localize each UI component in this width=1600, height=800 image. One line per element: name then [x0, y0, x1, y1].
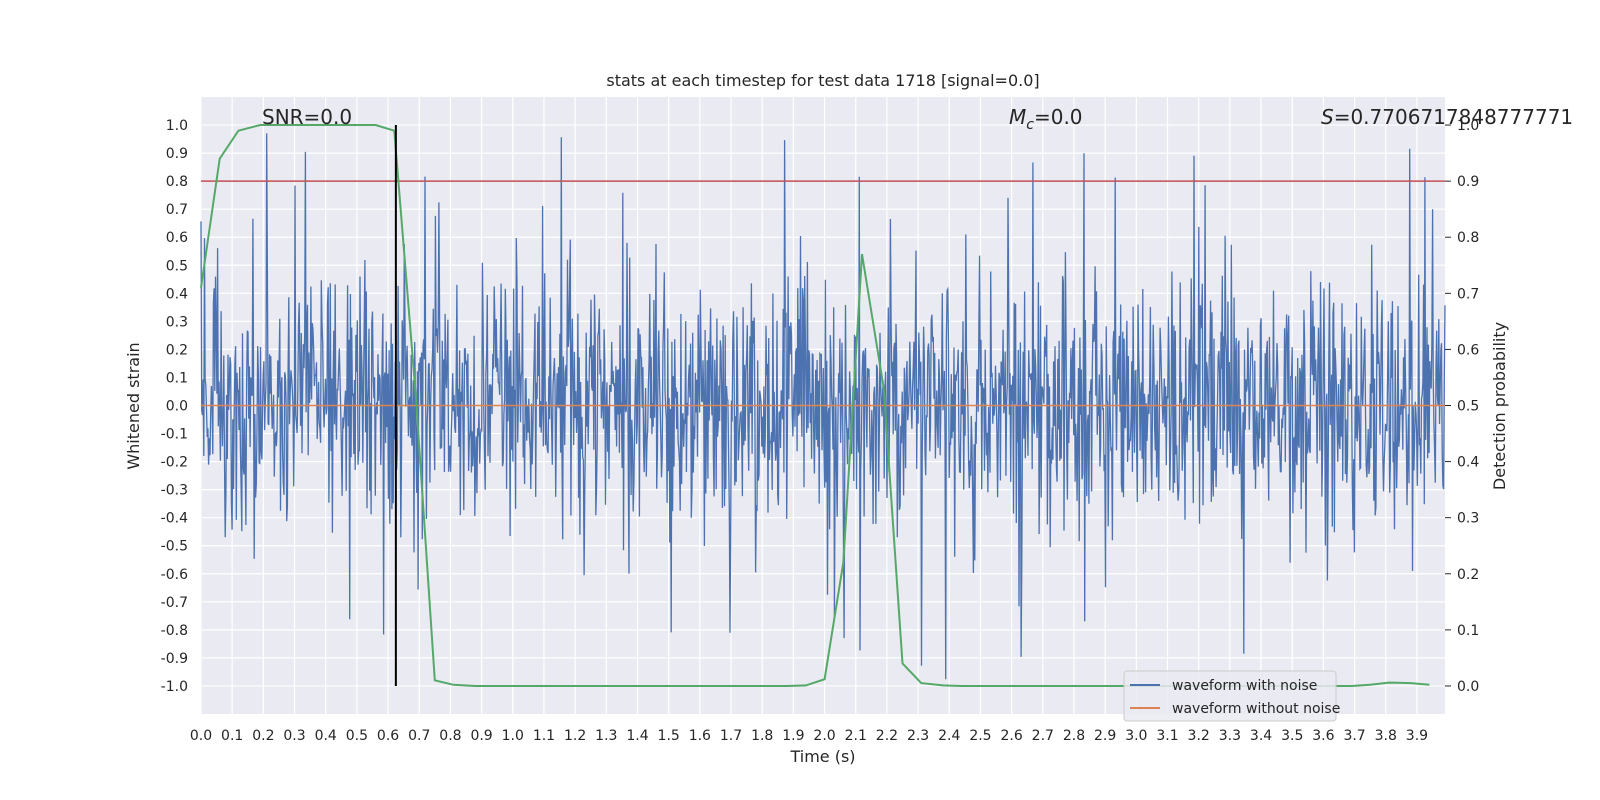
x-tick-label: 2.5	[969, 728, 991, 744]
y-right-tick-label: 0.3	[1457, 511, 1479, 527]
series-waveform-with-noise	[200, 133, 1446, 680]
x-tick-label: 3.9	[1406, 728, 1428, 744]
y-left-tick-label: 0.1	[166, 370, 188, 386]
y-axis-left-label: Whitened strain	[124, 342, 143, 469]
y-right-tick-label: 0.0	[1457, 679, 1479, 695]
x-tick-label: 3.6	[1312, 728, 1334, 744]
y-left-tick-label: -0.6	[161, 567, 188, 583]
legend-label-noise: waveform with noise	[1172, 678, 1317, 694]
y-right-tick-label: 0.4	[1457, 455, 1479, 471]
x-tick-label: 1.7	[720, 728, 742, 744]
x-tick-label: 2.8	[1063, 728, 1085, 744]
y-axis-right-ticks: 1.0 0.9 0.8 0.7 0.6 0.5 0.4 0.3 0.2 0.1 0.0	[1445, 118, 1479, 695]
x-tick-label: 0.5	[346, 728, 368, 744]
legend-box	[1123, 670, 1337, 722]
x-tick-label: 3.4	[1250, 728, 1272, 744]
y-left-tick-label: 0.0	[166, 399, 188, 415]
y-right-tick-label: 0.1	[1457, 623, 1479, 639]
y-right-tick-label: 0.8	[1457, 230, 1479, 246]
x-tick-label: 2.3	[907, 728, 929, 744]
x-tick-label: 1.0	[502, 728, 524, 744]
x-tick-label: 1.3	[595, 728, 617, 744]
x-tick-label: 3.8	[1375, 728, 1397, 744]
y-left-tick-label: -0.1	[161, 427, 188, 443]
y-left-tick-label: 0.7	[166, 202, 188, 218]
annotation-snr: SNR=0.0	[262, 105, 352, 129]
y-axis-right-label: Detection probability	[1490, 322, 1509, 490]
legend: waveform with noise waveform without noi…	[1123, 670, 1340, 722]
y-left-tick-label: 1.0	[166, 118, 188, 134]
x-tick-label: 2.9	[1094, 728, 1116, 744]
annotation-s: S=0.7706717848777771	[1321, 105, 1573, 129]
chart-title: stats at each timestep for test data 171…	[606, 71, 1039, 90]
y-right-tick-label: 1.0	[1457, 118, 1479, 134]
y-right-tick-label: 0.6	[1457, 342, 1479, 358]
annotation-s-value: =0.7706717848777771	[1334, 105, 1573, 129]
x-tick-label: 3.3	[1219, 728, 1241, 744]
x-tick-label: 2.0	[813, 728, 835, 744]
y-left-tick-label: -0.5	[161, 539, 188, 555]
y-right-tick-label: 0.5	[1457, 399, 1479, 415]
y-left-tick-label: -0.3	[161, 483, 188, 499]
x-tick-label: 1.6	[689, 728, 711, 744]
y-left-tick-label: -0.4	[161, 511, 188, 527]
x-tick-label: 0.7	[408, 728, 430, 744]
x-tick-label: 3.5	[1281, 728, 1303, 744]
x-tick-label: 1.4	[626, 728, 648, 744]
y-left-tick-label: 0.3	[166, 314, 188, 330]
y-left-tick-label: 0.8	[166, 174, 188, 190]
y-right-tick-label: 0.2	[1457, 567, 1479, 583]
annotation-mc: Mc=0.0	[1009, 105, 1083, 133]
x-tick-label: 2.7	[1032, 728, 1054, 744]
y-left-tick-label: -0.7	[161, 595, 188, 611]
x-tick-label: 0.6	[377, 728, 399, 744]
y-left-tick-label: 0.9	[166, 146, 188, 162]
y-left-tick-label: 0.2	[166, 342, 188, 358]
x-tick-label: 1.2	[564, 728, 586, 744]
y-right-tick-label: 0.9	[1457, 174, 1479, 190]
x-tick-label: 1.8	[751, 728, 773, 744]
x-tick-label: 2.2	[876, 728, 898, 744]
x-axis-label: Time (s)	[789, 747, 855, 766]
x-tick-label: 2.4	[938, 728, 960, 744]
x-tick-label: 3.7	[1343, 728, 1365, 744]
x-tick-label: 0.4	[315, 728, 337, 744]
x-tick-label: 2.6	[1000, 728, 1022, 744]
x-tick-label: 0.8	[439, 728, 461, 744]
y-left-tick-label: -0.9	[161, 651, 188, 667]
x-tick-label: 0.1	[221, 728, 243, 744]
x-tick-label: 0.2	[252, 728, 274, 744]
annotation-s-symbol: S	[1321, 105, 1334, 129]
annotation-mc-symbol: M	[1009, 105, 1026, 129]
x-tick-label: 3.0	[1125, 728, 1147, 744]
legend-label-clean: waveform without noise	[1172, 701, 1340, 717]
x-tick-label: 3.1	[1156, 728, 1178, 744]
y-left-tick-label: -0.2	[161, 455, 188, 471]
noise-waveform-line	[200, 133, 1446, 680]
x-tick-label: 0.9	[470, 728, 492, 744]
x-tick-label: 0.3	[283, 728, 305, 744]
x-axis-ticks: 0.0 0.1 0.2 0.3 0.4 0.5 0.6 0.7 0.8 0.9 1.0 1.1 1.2 1…	[190, 728, 1428, 744]
y-axis-left-ticks: 1.0 0.9 0.8 0.7 0.6 0.5 0.4 0.3 0.2 0.1 0.0 -0.1 -0.…	[161, 118, 188, 695]
x-tick-label: 3.2	[1188, 728, 1210, 744]
y-left-tick-label: -1.0	[161, 679, 188, 695]
y-left-tick-label: 0.6	[166, 230, 188, 246]
x-tick-label: 1.9	[782, 728, 804, 744]
x-tick-label: 1.1	[533, 728, 555, 744]
annotation-mc-sub: c	[1026, 117, 1034, 133]
y-right-tick-label: 0.7	[1457, 286, 1479, 302]
x-tick-label: 0.0	[190, 728, 212, 744]
x-tick-label: 2.1	[845, 728, 867, 744]
annotation-mc-value: =0.0	[1034, 105, 1083, 129]
y-left-tick-label: 0.4	[166, 286, 188, 302]
y-left-tick-label: -0.8	[161, 623, 188, 639]
y-left-tick-label: 0.5	[166, 258, 188, 274]
x-tick-label: 1.5	[658, 728, 680, 744]
